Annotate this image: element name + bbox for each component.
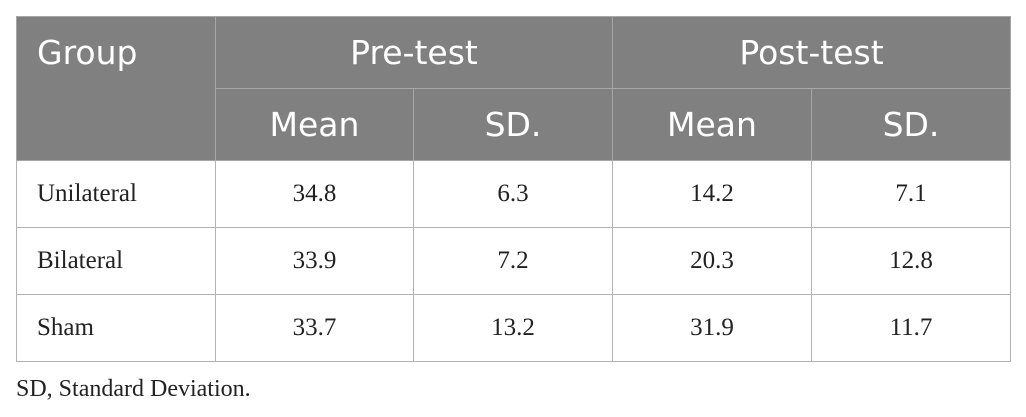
table-cell: 33.7 xyxy=(215,294,414,362)
table-row: Bilateral 33.9 7.2 20.3 12.8 xyxy=(16,227,1012,295)
footnote: SD, Standard Deviation. xyxy=(16,376,251,402)
header-row: Mean SD. Mean SD. xyxy=(17,88,1012,161)
header-cell: Pre-test xyxy=(215,16,613,89)
table-cell: 7.2 xyxy=(413,227,613,295)
table-body: Unilateral 34.8 6.3 14.2 7.1 Bilateral 33.9 7.2… xyxy=(16,160,1012,362)
table-cell: Sham xyxy=(16,294,216,362)
header-cell: SD. xyxy=(413,88,613,161)
table-cell: Unilateral xyxy=(16,160,216,228)
table-cell: 12.8 xyxy=(810,227,1012,295)
table-cell: 6.3 xyxy=(413,160,613,228)
table-row: Unilateral 34.8 6.3 14.2 7.1 xyxy=(16,160,1012,228)
header-cell: SD. xyxy=(810,88,1012,161)
header-cell: Group xyxy=(16,16,216,161)
data-table: Group Pre-test Post-test Mean SD. Mean SD. Uni… xyxy=(16,16,1012,362)
table-cell: 34.8 xyxy=(215,160,414,228)
table-cell: Bilateral xyxy=(16,227,216,295)
table-cell: 7.1 xyxy=(810,160,1012,228)
table-cell: 14.2 xyxy=(612,160,812,228)
header-cell: Mean xyxy=(612,88,812,161)
header-cell: Mean xyxy=(215,88,414,161)
table-cell: 11.7 xyxy=(810,294,1012,362)
table-header: Group Pre-test Post-test Mean SD. Mean SD. xyxy=(16,16,1012,161)
header-cell: Post-test xyxy=(611,16,1012,89)
table-cell: 13.2 xyxy=(413,294,613,362)
table-cell: 20.3 xyxy=(612,227,812,295)
table-cell: 31.9 xyxy=(612,294,812,362)
header-row: Group Pre-test Post-test xyxy=(16,16,1012,161)
table-cell: 33.9 xyxy=(215,227,414,295)
table-row: Sham 33.7 13.2 31.9 11.7 xyxy=(16,294,1012,362)
